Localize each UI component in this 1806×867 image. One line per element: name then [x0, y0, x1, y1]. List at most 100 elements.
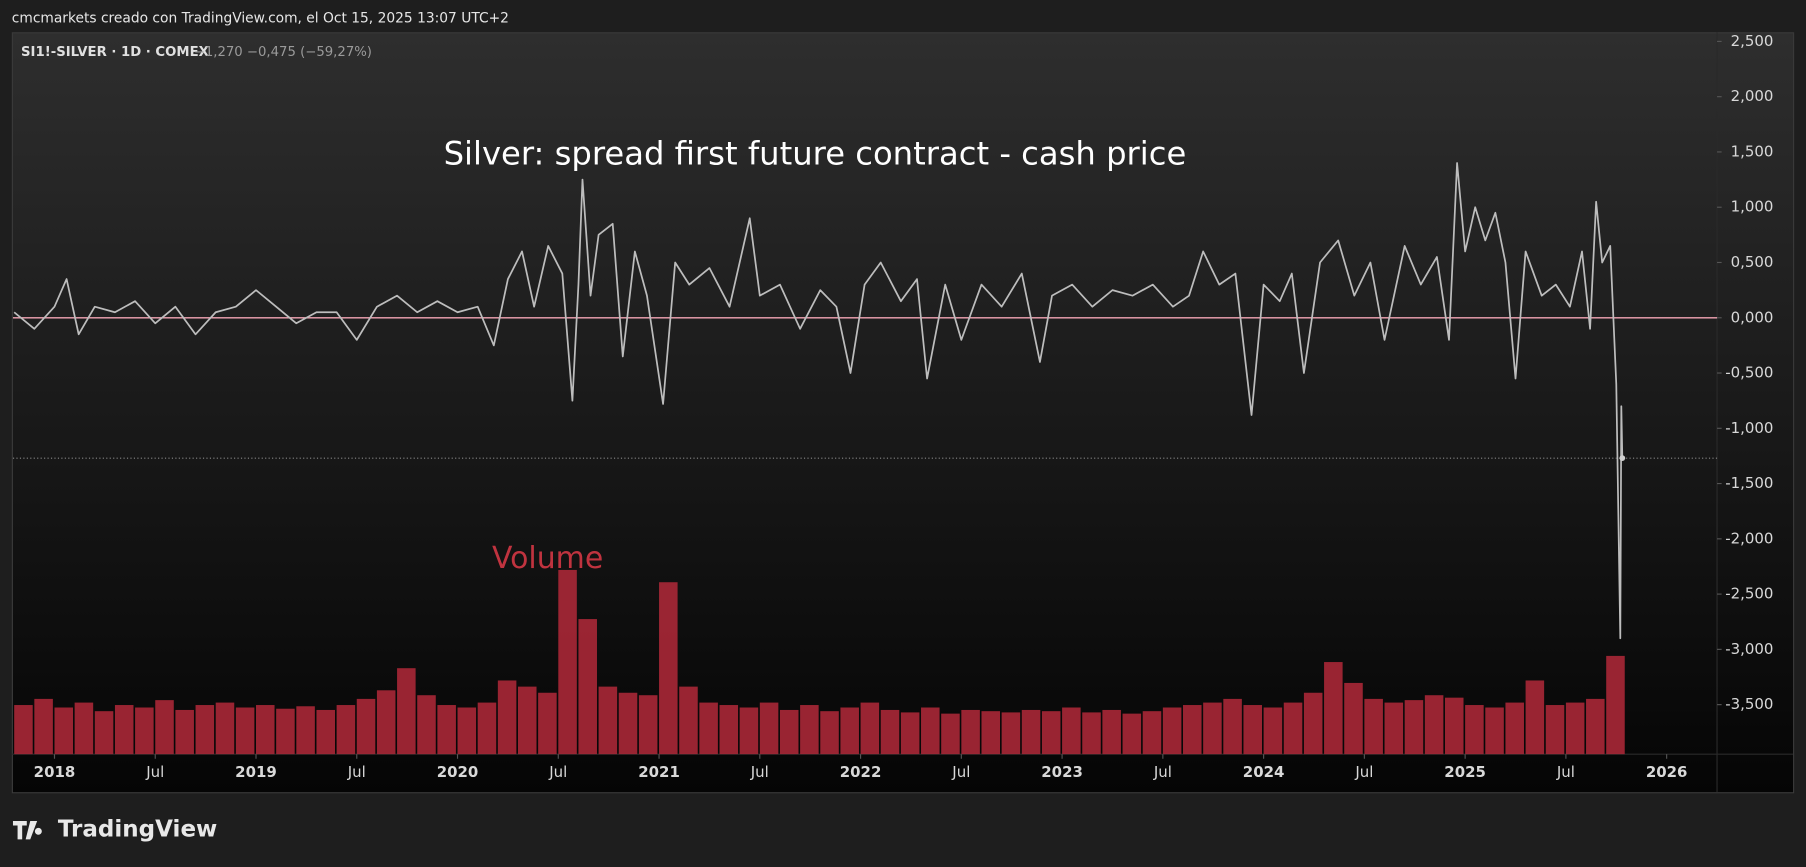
volume-bar	[779, 709, 799, 755]
symbol: SI1!-SILVER · 1D · COMEX	[21, 45, 209, 60]
volume-bar	[94, 711, 114, 755]
volume-bar	[921, 707, 940, 755]
volume-bar	[397, 668, 416, 755]
volume-bar	[699, 702, 718, 755]
volume-bar	[1303, 692, 1323, 755]
last-value-dot	[1619, 455, 1626, 462]
volume-bar	[719, 705, 739, 755]
y-tick-label: -2,000	[1725, 529, 1773, 547]
volume-bar	[1243, 705, 1263, 755]
volume-bar	[1384, 702, 1404, 755]
volume-bar	[437, 705, 456, 755]
volume-bar	[900, 712, 920, 755]
volume-bar	[1525, 680, 1545, 755]
volume-bar	[517, 686, 537, 755]
y-tick-label: -1,500	[1725, 474, 1773, 492]
x-tick-label: 2022	[840, 763, 882, 781]
volume-bar	[659, 582, 678, 755]
volume-bar	[1283, 702, 1303, 755]
volume-bar	[1424, 695, 1444, 755]
volume-bar	[1404, 700, 1424, 755]
volume-bar	[1344, 682, 1363, 755]
volume-bar	[1465, 705, 1484, 755]
volume-bar	[1364, 698, 1383, 755]
x-tick-label: 2024	[1243, 763, 1285, 781]
volume-bar	[1565, 702, 1585, 755]
volume-bar	[1263, 707, 1283, 755]
volume-bar	[1324, 662, 1343, 755]
x-tick-label: 2026	[1646, 763, 1688, 781]
volume-bar	[457, 707, 477, 755]
volume-bar	[175, 709, 194, 755]
volume-bar	[356, 698, 376, 755]
volume-bar	[155, 700, 174, 755]
quote: −1,270 −0,475 (−59,27%)	[194, 45, 372, 60]
volume-bar	[679, 686, 698, 755]
volume-bar	[1041, 711, 1061, 755]
y-tick-label: -3,500	[1725, 695, 1773, 713]
volume-bar	[860, 702, 880, 755]
x-tick-label: Jul	[548, 763, 567, 781]
volume-bar	[276, 708, 295, 755]
volume-bar	[336, 705, 356, 755]
x-tick-label: Jul	[1153, 763, 1172, 781]
x-tick-label: Jul	[145, 763, 164, 781]
y-tick-label: 2,500	[1731, 32, 1774, 50]
volume-bar	[135, 707, 154, 755]
volume-bar	[1586, 698, 1605, 755]
volume-bar	[114, 705, 134, 755]
volume-bar	[820, 711, 839, 755]
x-tick-label: 2018	[34, 763, 76, 781]
volume-bar	[1203, 702, 1222, 755]
volume-bar	[376, 690, 396, 755]
volume-bar	[417, 695, 436, 755]
volume-bar	[1223, 698, 1242, 755]
volume-bar	[497, 680, 517, 755]
chart-panel	[11, 32, 1795, 794]
y-tick-label: -3,000	[1725, 640, 1773, 658]
volume-bar	[941, 713, 960, 755]
x-tick-label: Jul	[750, 763, 769, 781]
x-tick-label: Jul	[1354, 763, 1373, 781]
volume-bar	[1122, 713, 1142, 755]
y-tick-label: -0,500	[1725, 364, 1773, 382]
x-tick-label: 2023	[1041, 763, 1083, 781]
volume-bar	[1606, 655, 1625, 755]
volume-bar	[1062, 707, 1081, 755]
volume-bar	[1021, 709, 1041, 755]
volume-bar	[618, 692, 638, 755]
y-tick-label: 1,500	[1731, 142, 1774, 160]
x-tick-label: Jul	[951, 763, 970, 781]
x-tick-label: 2019	[235, 763, 277, 781]
volume-bar	[1001, 712, 1021, 755]
volume-bar	[256, 705, 275, 755]
brand-logo	[12, 820, 42, 840]
volume-bar	[981, 711, 1001, 755]
volume-bar	[215, 702, 235, 755]
volume-bar	[14, 705, 33, 755]
price-line	[13, 162, 1624, 640]
volume-bar	[1485, 707, 1504, 755]
x-tick-label: 2020	[437, 763, 479, 781]
attribution: cmcmarkets creado con TradingView.com, e…	[12, 10, 509, 26]
volume-bar	[235, 707, 255, 755]
volume-bar	[759, 702, 779, 755]
volume-bar	[34, 698, 53, 755]
volume-bar	[1183, 705, 1202, 755]
volume-bar	[638, 695, 658, 755]
volume-bar	[1545, 705, 1565, 755]
y-tick-label: -1,000	[1725, 419, 1773, 437]
brand: TradingView	[58, 817, 217, 843]
y-tick-label: 1,000	[1731, 198, 1774, 216]
volume-bar	[1082, 712, 1101, 755]
annotation: Volume	[492, 541, 603, 576]
volume-bar	[538, 692, 557, 755]
volume-bar	[739, 707, 759, 755]
volume-bar	[54, 707, 74, 755]
volume-bar	[1142, 711, 1162, 755]
volume-bar	[316, 709, 336, 755]
volume-bar	[1505, 702, 1524, 755]
x-tick-label: 2021	[638, 763, 680, 781]
